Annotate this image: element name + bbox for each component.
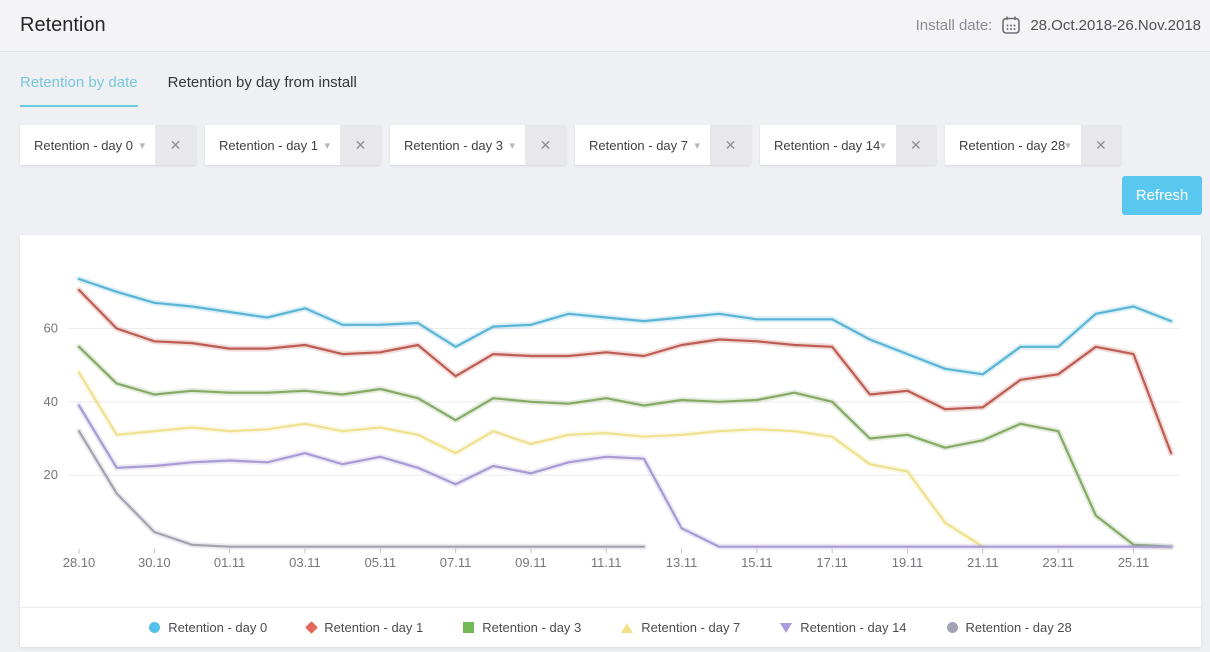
retention-line-chart: 20 40 60 28.10 30.10 01.11 03.11 05.11 07.11 09.1… [44,276,1180,570]
close-icon[interactable]: ✕ [340,125,381,165]
legend-label: Retention - day 28 [965,620,1072,635]
calendar-icon[interactable] [1001,15,1021,35]
legend-label: Retention - day 14 [800,620,907,635]
circle-marker-icon [149,622,161,633]
legend-item-2[interactable]: Retention - day 3 [463,620,581,635]
filter-chip-4: Retention - day 14 ▾ ✕ [760,125,936,165]
circle-marker-icon [946,622,958,633]
close-icon[interactable]: ✕ [525,125,566,165]
filter-chip-3: Retention - day 7 ▾ ✕ [575,125,751,165]
svg-text:03.11: 03.11 [289,555,321,570]
triangle-down-marker-icon [780,622,793,633]
chevron-down-icon: ▾ [1065,139,1071,152]
filter-chip-5: Retention - day 28 ▾ ✕ [945,125,1121,165]
filter-chip-select[interactable]: Retention - day 0 ▾ [20,125,155,165]
legend-item-5[interactable]: Retention - day 28 [946,620,1072,635]
filter-chip-select[interactable]: Retention - day 14 ▾ [760,125,896,165]
filter-chip-label: Retention - day 7 [589,137,689,153]
filter-chip-1: Retention - day 1 ▾ ✕ [205,125,381,165]
svg-text:60: 60 [44,320,58,335]
chevron-down-icon: ▾ [694,139,700,152]
filter-chip-row: Retention - day 0 ▾ ✕ Retention - day 1 ▾ ✕ Re… [20,125,1121,165]
legend-item-3[interactable]: Retention - day 7 [621,620,740,635]
svg-text:11.11: 11.11 [591,555,622,570]
svg-text:09.11: 09.11 [515,555,547,570]
close-icon[interactable]: ✕ [1080,125,1121,165]
page-header: Retention Install date: 28.Oct.2018-26.N… [0,0,1210,52]
legend-label: Retention - day 0 [168,620,268,635]
filter-chip-select[interactable]: Retention - day 1 ▾ [205,125,340,165]
svg-text:07.11: 07.11 [440,555,472,570]
svg-text:15.11: 15.11 [741,555,773,570]
filter-chip-label: Retention - day 1 [219,137,319,153]
filter-chip-0: Retention - day 0 ▾ ✕ [20,125,196,165]
legend-label: Retention - day 1 [324,620,424,635]
chevron-down-icon: ▾ [139,139,145,152]
legend-label: Retention - day 7 [641,620,741,635]
legend-item-1[interactable]: Retention - day 1 [305,620,424,635]
svg-text:05.11: 05.11 [364,555,396,570]
svg-text:17.11: 17.11 [816,555,848,570]
svg-text:23.11: 23.11 [1042,555,1074,570]
legend-item-4[interactable]: Retention - day 14 [780,620,907,635]
svg-text:21.11: 21.11 [967,555,999,570]
filter-chip-2: Retention - day 3 ▾ ✕ [390,125,566,165]
filter-chip-select[interactable]: Retention - day 7 ▾ [575,125,710,165]
svg-text:01.11: 01.11 [214,555,246,570]
svg-text:13.11: 13.11 [666,555,698,570]
close-icon[interactable]: ✕ [155,125,196,165]
tab-bar: Retention by date Retention by day from … [20,74,357,107]
svg-text:25.11: 25.11 [1118,555,1150,570]
close-icon[interactable]: ✕ [710,125,751,165]
tab-retention-by-day-from-install[interactable]: Retention by day from install [167,74,357,91]
legend-item-0[interactable]: Retention - day 0 [149,620,267,635]
install-date-label: Install date: [915,16,993,34]
tab-retention-by-date[interactable]: Retention by date [20,74,138,107]
filter-chip-label: Retention - day 0 [34,137,134,153]
install-date-value[interactable]: 28.Oct.2018-26.Nov.2018 [1030,16,1201,34]
filter-chip-label: Retention - day 14 [774,137,881,153]
filter-chip-select[interactable]: Retention - day 3 ▾ [390,125,525,165]
install-date-picker[interactable]: Install date: 28.Oct.2018-26.Nov.2018 [916,15,1201,35]
close-icon[interactable]: ✕ [895,125,936,165]
chevron-down-icon: ▾ [509,139,515,152]
chevron-down-icon: ▾ [324,139,330,152]
chart-legend: Retention - day 0 Retention - day 1 Retent… [20,607,1201,647]
square-marker-icon [463,622,475,633]
retention-chart-card: 20 40 60 28.10 30.10 01.11 03.11 05.11 07.11 09.1… [20,235,1201,647]
refresh-button[interactable]: Refresh [1122,176,1202,215]
svg-text:20: 20 [44,467,58,482]
page-title: Retention [20,14,106,36]
filter-chip-select[interactable]: Retention - day 28 ▾ [945,125,1081,165]
svg-text:19.11: 19.11 [892,555,924,570]
triangle-up-marker-icon [621,622,634,633]
legend-label: Retention - day 3 [482,620,582,635]
filter-chip-label: Retention - day 3 [404,137,504,153]
svg-text:30.10: 30.10 [138,555,171,570]
diamond-marker-icon [305,621,319,634]
chevron-down-icon: ▾ [880,139,886,152]
svg-text:40: 40 [44,394,58,409]
filter-chip-label: Retention - day 28 [959,137,1066,153]
svg-text:28.10: 28.10 [63,555,96,570]
